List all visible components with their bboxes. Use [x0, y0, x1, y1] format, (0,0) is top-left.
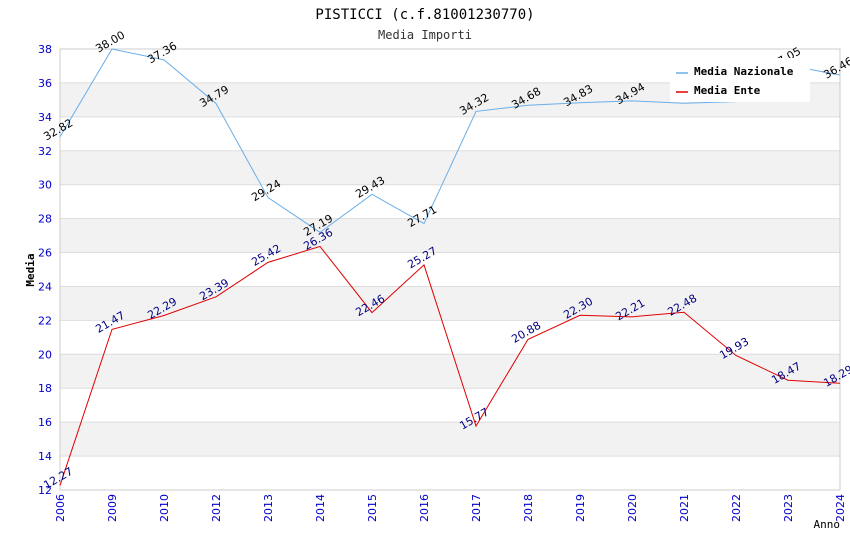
x-tick-label: 2015: [366, 494, 379, 522]
legend-box: [670, 58, 810, 102]
x-tick-label: 2012: [210, 494, 223, 522]
y-axis-label: Media: [24, 253, 37, 286]
x-tick-label: 2024: [834, 494, 847, 522]
series-line-nazionale: [59, 48, 841, 233]
x-tick-label: 2017: [470, 494, 483, 522]
y-tick-label: 20: [38, 348, 52, 361]
grid-band: [60, 388, 840, 423]
x-tick-label: 2018: [522, 494, 535, 522]
plot-frame: [59, 48, 841, 491]
chart-subtitle: Media Importi: [378, 28, 472, 42]
grid-band: [60, 116, 840, 151]
y-tick-label: 12: [38, 484, 52, 497]
x-axis: 2006 2009 2010 2012 2013 2014 2015 2016 2017 2018…: [54, 494, 847, 522]
y-tick-label: 14: [38, 450, 52, 463]
x-tick-label: 2019: [574, 494, 587, 522]
x-tick-label: 2014: [314, 494, 327, 522]
grid-bands: [60, 48, 840, 491]
grid-band: [60, 354, 840, 389]
legend-label-ente: Media Ente: [694, 84, 761, 97]
x-tick-label: 2013: [262, 494, 275, 522]
chart-title: PISTICCI (c.f.81001230770): [315, 7, 534, 23]
series-lines: [59, 48, 841, 486]
legend: Media Nazionale Media Ente: [670, 58, 810, 102]
x-tick-label: 2009: [106, 494, 119, 522]
x-tick-label: 2006: [54, 494, 67, 522]
y-tick-label: 30: [38, 179, 52, 192]
y-tick-label: 24: [38, 280, 52, 293]
grid-band: [60, 422, 840, 457]
grid-band: [60, 456, 840, 490]
x-tick-label: 2016: [418, 494, 431, 522]
x-tick-label: 2022: [730, 494, 743, 522]
y-tick-label: 22: [38, 314, 52, 327]
y-axis: 12 14 16 18 20 22 24 26 28 30 32 34 36 38: [38, 43, 52, 497]
y-tick-label: 18: [38, 382, 52, 395]
y-tick-label: 38: [38, 43, 52, 56]
y-tick-label: 36: [38, 77, 52, 90]
grid-band: [60, 320, 840, 355]
y-tick-label: 28: [38, 213, 52, 226]
grid-band: [60, 252, 840, 287]
y-tick-label: 26: [38, 247, 52, 260]
y-tick-label: 16: [38, 416, 52, 429]
x-tick-label: 2023: [782, 494, 795, 522]
series-line-ente: [59, 245, 841, 486]
x-tick-label: 2021: [678, 494, 691, 522]
grid-band: [60, 184, 840, 219]
x-tick-label: 2020: [626, 494, 639, 522]
y-tick-label: 32: [38, 145, 52, 158]
grid-band: [60, 286, 840, 321]
x-tick-label: 2010: [158, 494, 171, 522]
x-axis-label: Anno: [814, 518, 841, 531]
grid-band: [60, 218, 840, 253]
legend-label-nazionale: Media Nazionale: [694, 65, 794, 78]
y-tick-label: 34: [38, 111, 52, 124]
